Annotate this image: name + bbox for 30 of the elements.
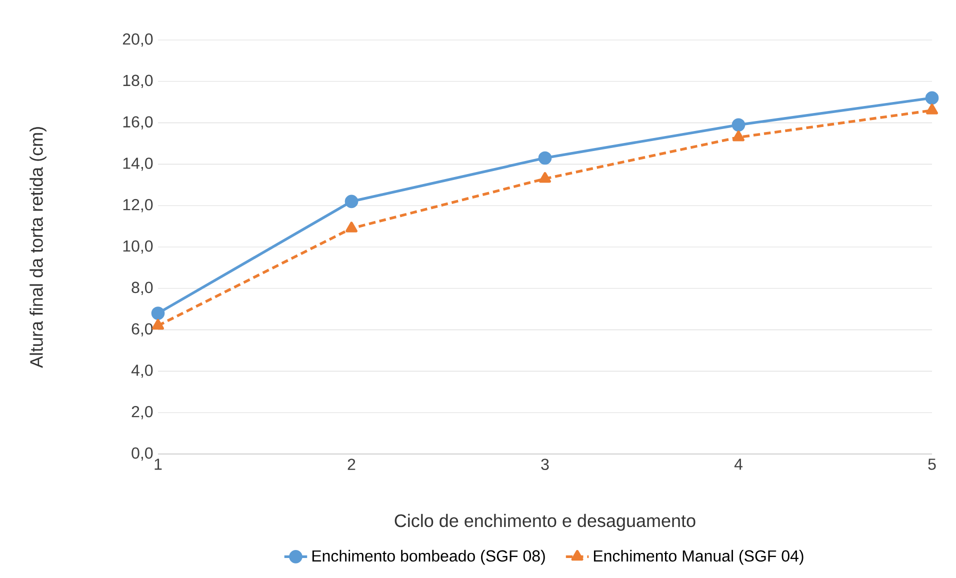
point (344, 194, 358, 208)
x-axis-title: Ciclo de enchimento e desaguamento (394, 514, 696, 531)
point (926, 104, 938, 114)
y-tick-label: 4,0 (131, 364, 153, 378)
legend-label: Enchimento Manual (SGF 04) (594, 550, 804, 565)
point (152, 318, 164, 330)
y-tick-label: 12,0 (123, 198, 153, 212)
x-tick-label: 1 (154, 458, 162, 470)
point (732, 118, 746, 132)
x-tick-label: 2 (348, 458, 356, 470)
x-tick-label: 5 (928, 458, 936, 470)
x-tick-label: 3 (541, 458, 549, 470)
y-tick-label: 2,0 (132, 406, 153, 420)
y-tick-label: 10,0 (123, 240, 153, 254)
point (925, 91, 939, 105)
y-tick-label: 18,0 (123, 74, 153, 88)
y-tick-label: 6,0 (132, 323, 153, 336)
y-tick-label: 8,0 (132, 282, 153, 296)
point (732, 130, 744, 142)
y-tick-label: 16,0 (123, 116, 153, 130)
y-tick-label: 20,0 (122, 33, 153, 47)
point (151, 306, 165, 320)
y-tick-label: 14,0 (123, 158, 153, 171)
y-axis-title: Altura final da torta retida (cm) (30, 127, 46, 368)
point (346, 222, 358, 232)
legend-label: Enchimento bombeado (SGF 08) (312, 550, 545, 565)
point (539, 172, 551, 183)
point (538, 151, 552, 165)
y-tick-label: 0,0 (132, 447, 153, 461)
x-tick-label: 4 (734, 458, 742, 470)
